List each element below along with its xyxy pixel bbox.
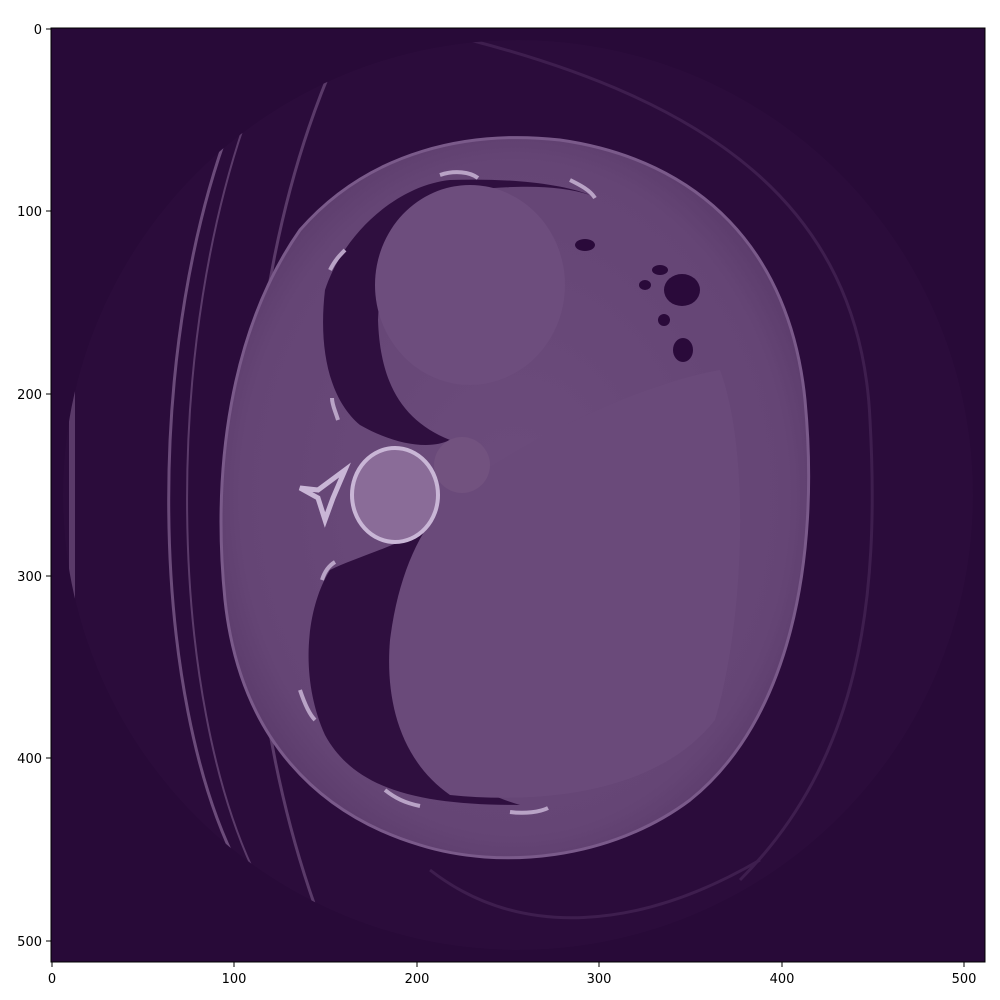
scanner-table-line	[167, 99, 242, 871]
y-tick-label: 500	[17, 935, 42, 950]
x-tick-label: 200	[405, 972, 430, 987]
y-tick-label: 100	[17, 205, 42, 220]
y-tick-label: 300	[17, 570, 42, 585]
skin-fold	[429, 858, 761, 920]
axes-frame	[50, 27, 986, 963]
x-tick-label: 300	[587, 972, 612, 987]
x-tick-label: 100	[222, 972, 247, 987]
stomach	[575, 239, 700, 362]
lung-lower	[308, 510, 520, 805]
x-tick-label: 0	[48, 972, 56, 987]
y-tick-label: 200	[17, 388, 42, 403]
y-tick-label: 0	[34, 23, 42, 38]
skin-fold	[469, 40, 874, 882]
ribs	[298, 170, 597, 815]
y-axis: 0 100 200 300 400 500	[17, 23, 51, 950]
scanner-table-line	[186, 94, 259, 881]
aorta	[434, 437, 490, 493]
y-tick-label: 400	[17, 752, 42, 767]
ct-image	[51, 28, 985, 962]
vertebra	[298, 446, 440, 544]
x-tick-label: 400	[770, 972, 795, 987]
x-axis: 0 100 200 300 400 500	[48, 962, 977, 987]
x-tick-label: 500	[952, 972, 977, 987]
heart	[375, 185, 565, 385]
